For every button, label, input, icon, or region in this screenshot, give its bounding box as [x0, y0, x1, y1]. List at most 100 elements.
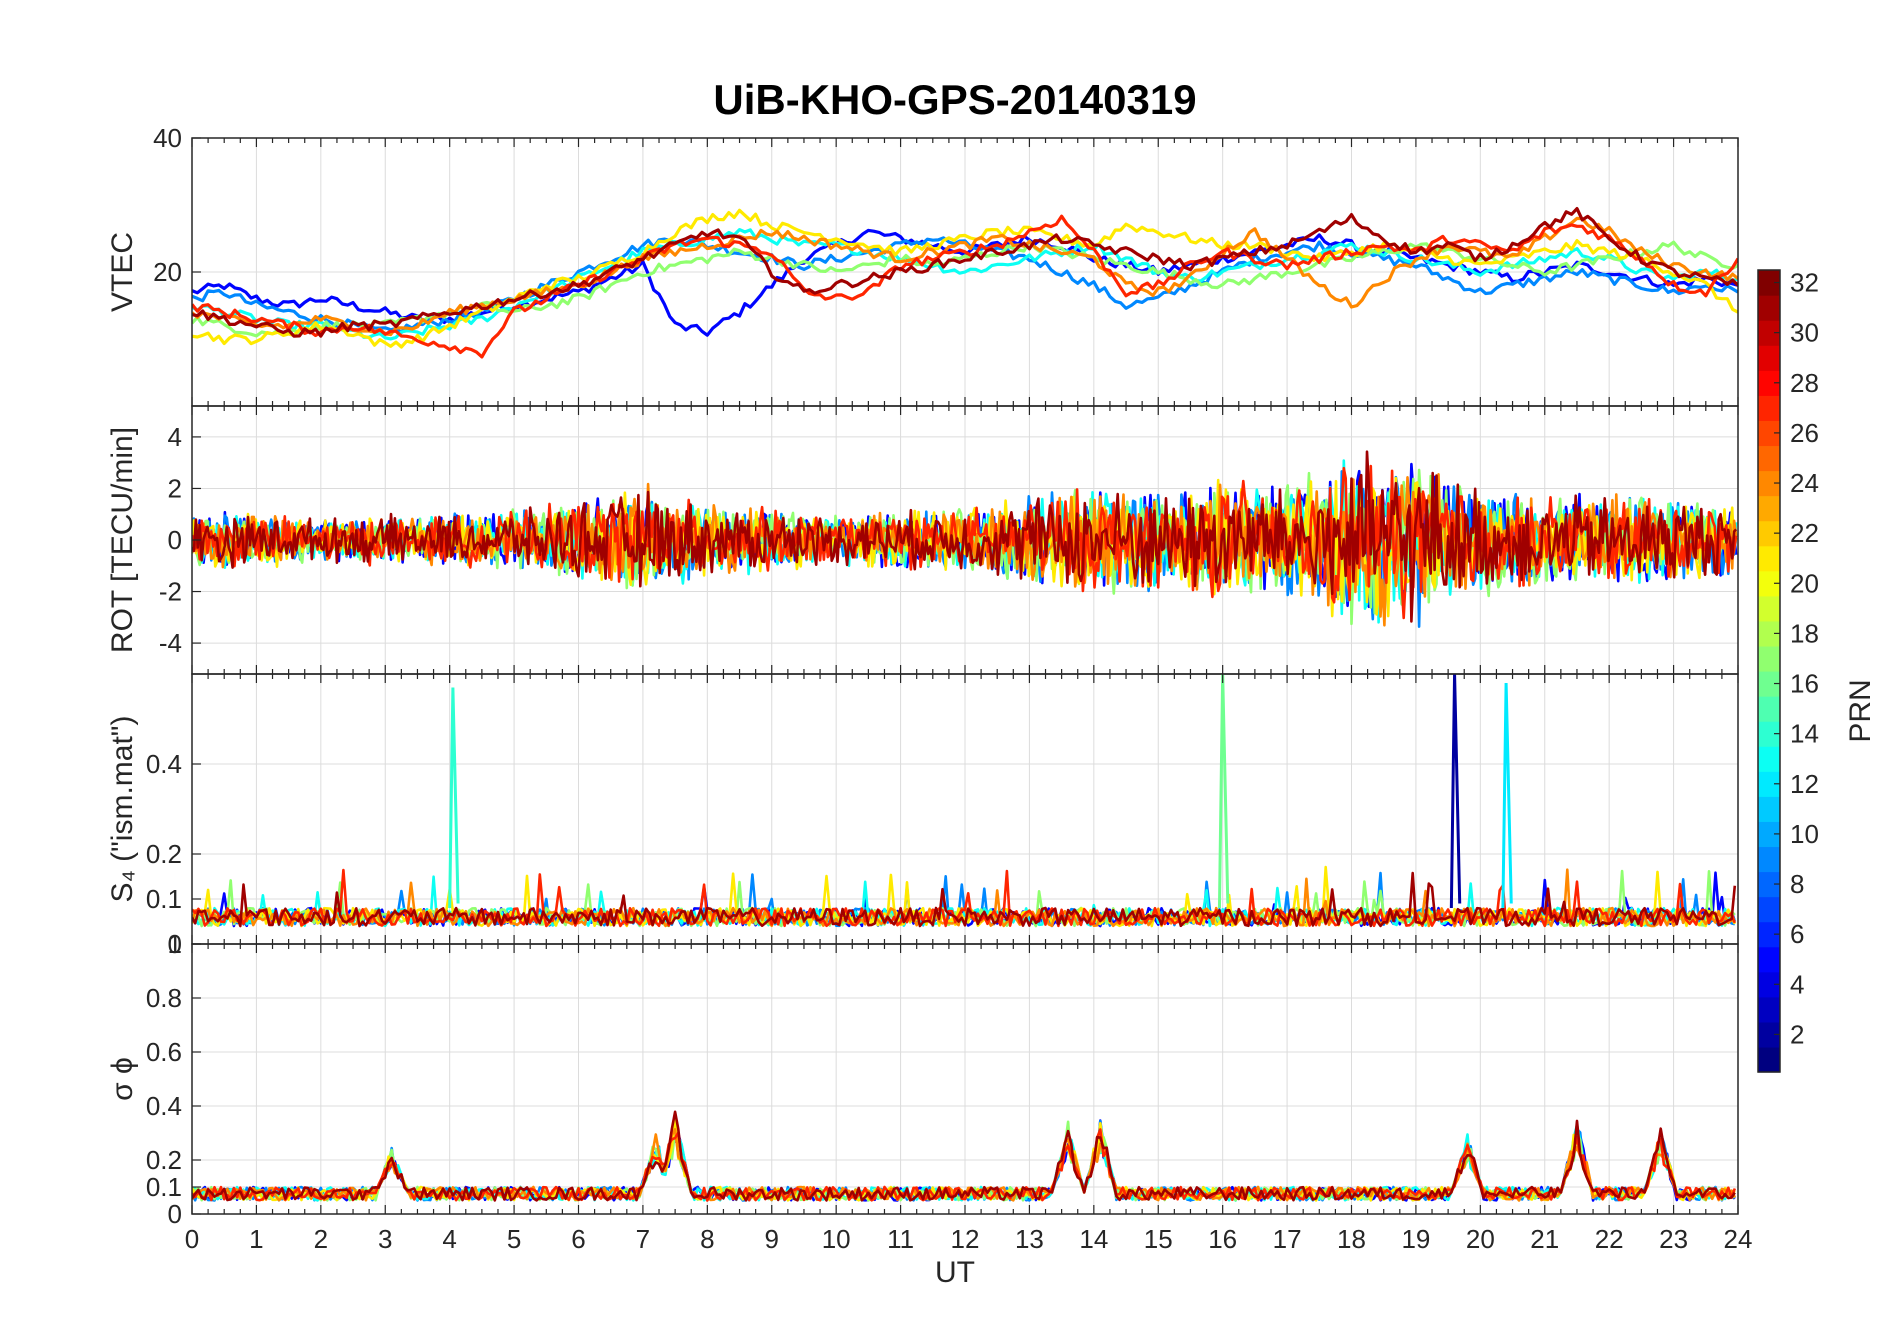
y-tick-label: 0.4	[146, 1091, 182, 1121]
x-tick-label: 6	[571, 1224, 585, 1254]
x-tick-label: 1	[249, 1224, 263, 1254]
colorbar-swatch	[1758, 520, 1780, 547]
colorbar-swatch	[1758, 295, 1780, 321]
x-tick-label: 11	[887, 1224, 914, 1254]
x-tick-label: 12	[951, 1224, 980, 1254]
x-tick-label: 21	[1530, 1224, 1559, 1254]
vtec-series-prn-27	[192, 214, 1738, 359]
x-tick-label: 23	[1659, 1224, 1688, 1254]
y-tick-label: 0.1	[146, 1172, 182, 1202]
colorbar-swatch	[1758, 645, 1780, 672]
colorbar-tick-label: 12	[1790, 769, 1819, 799]
colorbar-swatch	[1758, 696, 1780, 722]
y-tick-label: 40	[153, 123, 182, 153]
colorbar-swatch	[1758, 345, 1780, 371]
x-tick-label: 13	[1015, 1224, 1044, 1254]
chart-title: UiB-KHO-GPS-20140319	[713, 76, 1196, 123]
colorbar-tick-label: 16	[1790, 669, 1819, 699]
colorbar-tick-label: 30	[1790, 318, 1819, 348]
colorbar-swatch	[1758, 771, 1780, 797]
colorbar-swatch	[1758, 470, 1780, 497]
colorbar-swatch	[1758, 595, 1780, 622]
colorbar-swatch	[1758, 1021, 1780, 1048]
colorbar-swatch	[1758, 971, 1780, 998]
panel-vtec: 20 40 VTEC	[106, 123, 1739, 407]
x-tick-label: 18	[1337, 1224, 1366, 1254]
y-tick-label: 20	[153, 257, 182, 287]
colorbar-tick-label: 8	[1790, 869, 1804, 899]
colorbar-tick-label: 32	[1790, 268, 1819, 298]
plot-area-vtec	[192, 207, 1738, 359]
y-tick-label: 0	[168, 1199, 182, 1229]
colorbar-swatch	[1758, 796, 1780, 822]
x-tick-label: 15	[1144, 1224, 1173, 1254]
y-tick-label: 0.2	[146, 1145, 182, 1175]
x-tick-label: 5	[507, 1224, 521, 1254]
y-tick-label: 0.4	[146, 749, 182, 779]
vtec-series-prn-24	[192, 216, 1738, 337]
colorbar-tick-label: 10	[1790, 819, 1819, 849]
colorbar-swatch	[1758, 445, 1780, 472]
colorbar-swatch	[1758, 671, 1780, 697]
colorbar-swatch	[1758, 821, 1780, 848]
x-tick-label: 17	[1273, 1224, 1302, 1254]
panel-sigma_phi: 00.10.20.40.60.81σ ϕ0 1 2 3 4 5 6 7 8 9 10 11 12 13 14…	[106, 929, 1752, 1254]
colorbar-tick-label: 14	[1790, 719, 1819, 749]
x-tick-label: 19	[1401, 1224, 1430, 1254]
y-axis-label-rot: ROT [TECU/min]	[106, 427, 139, 653]
colorbar-swatch	[1758, 370, 1780, 396]
colorbar-swatch	[1758, 946, 1780, 973]
x-tick-label: 2	[314, 1224, 328, 1254]
colorbar-tick-label: 4	[1790, 969, 1804, 999]
y-axis-label-s4: S₄ ("ism.mat")	[106, 716, 139, 903]
panel-s4: 0 0.1 0.2 0.4S₄ ("ism.mat")	[106, 673, 1739, 959]
y-tick-label: 1	[168, 929, 182, 959]
y-tick-label: -2	[159, 577, 182, 607]
y-tick-label: 0.6	[146, 1037, 182, 1067]
colorbar-swatch	[1758, 320, 1780, 346]
colorbar-swatch	[1758, 746, 1780, 772]
x-tick-label: 3	[378, 1224, 392, 1254]
x-tick-label: 4	[442, 1224, 456, 1254]
colorbar-swatch	[1758, 545, 1780, 572]
colorbar-frame	[1757, 269, 1781, 1073]
plot-area-rot	[192, 450, 1738, 628]
y-tick-label: 0.1	[146, 884, 182, 914]
vtec-series-prn-21	[192, 208, 1738, 349]
x-tick-label: 0	[185, 1224, 199, 1254]
plot-area-s4	[192, 674, 1737, 928]
colorbar-swatch	[1758, 570, 1780, 597]
colorbar-tick-label: 6	[1790, 919, 1804, 949]
x-tick-label: 7	[636, 1224, 650, 1254]
colorbar-swatch	[1758, 896, 1780, 923]
colorbar-swatch	[1758, 1046, 1780, 1073]
x-tick-label: 16	[1208, 1224, 1237, 1254]
x-axis-label: UT	[935, 1256, 975, 1289]
y-axis-label-vtec: VTEC	[106, 232, 139, 312]
y-tick-label: 2	[168, 473, 182, 503]
colorbar-tick-label: 24	[1790, 468, 1819, 498]
y-axis-label-sigma_phi: σ ϕ	[106, 1057, 139, 1101]
colorbar-tick-label: 20	[1790, 568, 1819, 598]
colorbar-tick-label: 26	[1790, 418, 1819, 448]
s4-spike	[1217, 674, 1230, 909]
colorbar-tick-label: 2	[1790, 1019, 1804, 1049]
colorbar-tick-label: 28	[1790, 368, 1819, 398]
colorbar-swatch	[1758, 495, 1780, 522]
colorbar-swatch	[1758, 721, 1780, 747]
x-tick-label: 14	[1079, 1224, 1108, 1254]
x-tick-label: 22	[1595, 1224, 1624, 1254]
colorbar-swatch	[1758, 846, 1780, 873]
colorbar-tick-label: 18	[1790, 618, 1819, 648]
vtec-series-prn-13	[192, 228, 1738, 341]
colorbar-swatch	[1758, 420, 1780, 447]
colorbar-swatch	[1758, 871, 1780, 898]
s4-series-prn-27	[192, 868, 1737, 928]
colorbar-swatch	[1758, 996, 1780, 1023]
colorbar-tick-label: 22	[1790, 518, 1819, 548]
colorbar-label: PRN	[1844, 679, 1877, 742]
sigma-phi-series-prn-31	[192, 1110, 1736, 1202]
